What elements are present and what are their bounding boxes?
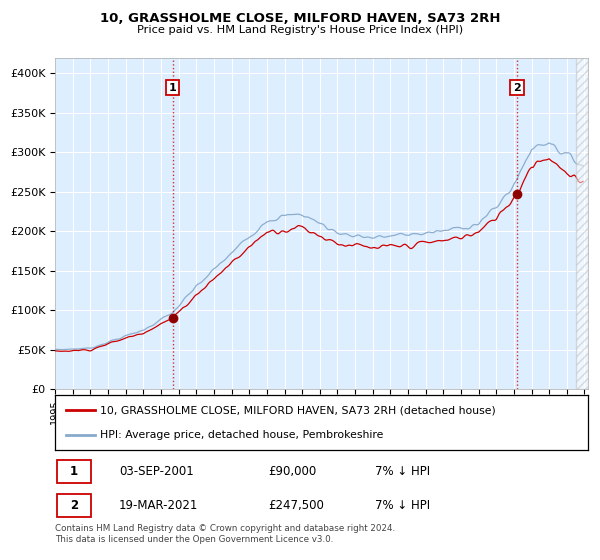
Text: 2: 2 [513, 82, 521, 92]
Text: 03-SEP-2001: 03-SEP-2001 [119, 465, 194, 478]
Text: 1: 1 [169, 82, 176, 92]
Text: 10, GRASSHOLME CLOSE, MILFORD HAVEN, SA73 2RH: 10, GRASSHOLME CLOSE, MILFORD HAVEN, SA7… [100, 12, 500, 25]
FancyBboxPatch shape [57, 460, 91, 483]
Text: 19-MAR-2021: 19-MAR-2021 [119, 498, 199, 512]
Text: £90,000: £90,000 [268, 465, 317, 478]
Text: 7% ↓ HPI: 7% ↓ HPI [375, 465, 430, 478]
Text: This data is licensed under the Open Government Licence v3.0.: This data is licensed under the Open Gov… [55, 535, 334, 544]
Text: 2: 2 [70, 498, 78, 512]
Text: Contains HM Land Registry data © Crown copyright and database right 2024.: Contains HM Land Registry data © Crown c… [55, 524, 395, 533]
Text: HPI: Average price, detached house, Pembrokeshire: HPI: Average price, detached house, Pemb… [100, 430, 384, 440]
Text: £247,500: £247,500 [268, 498, 324, 512]
Text: 10, GRASSHOLME CLOSE, MILFORD HAVEN, SA73 2RH (detached house): 10, GRASSHOLME CLOSE, MILFORD HAVEN, SA7… [100, 405, 496, 415]
Text: Price paid vs. HM Land Registry's House Price Index (HPI): Price paid vs. HM Land Registry's House … [137, 25, 463, 35]
Text: 1: 1 [70, 465, 78, 478]
FancyBboxPatch shape [57, 493, 91, 517]
Text: 7% ↓ HPI: 7% ↓ HPI [375, 498, 430, 512]
